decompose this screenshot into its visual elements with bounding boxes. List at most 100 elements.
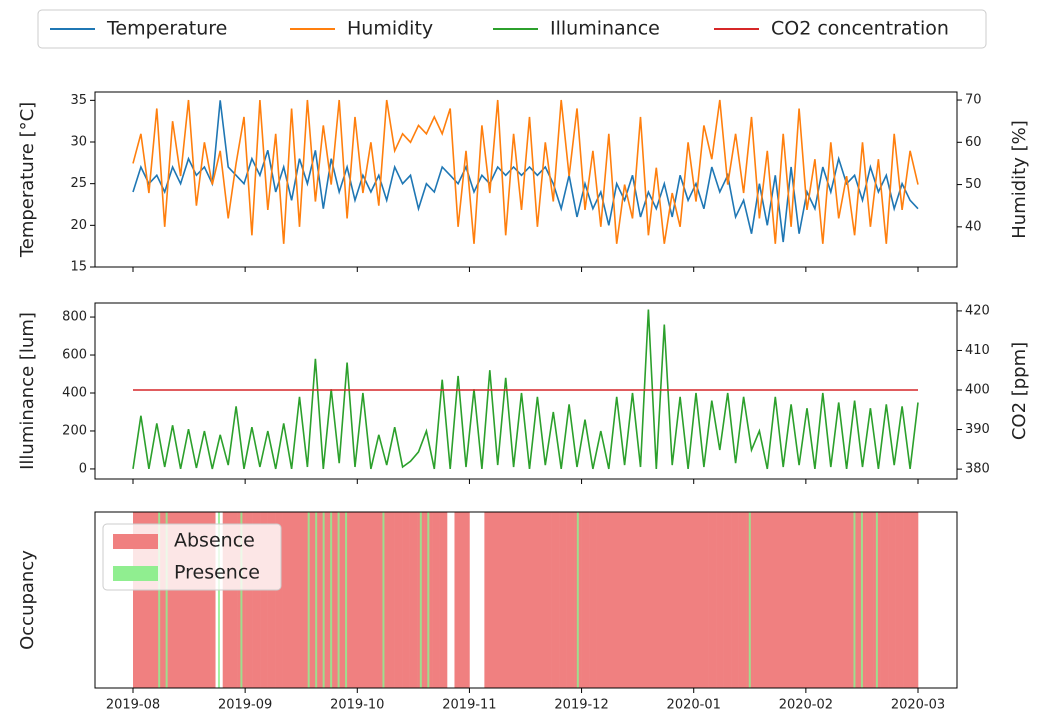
axes-frame <box>94 511 958 689</box>
absence-band <box>775 512 784 688</box>
presence-band <box>419 512 422 688</box>
y-tick-label: 35 <box>70 93 87 108</box>
plot-area <box>132 309 919 470</box>
x-tick-label: 2019-08 <box>106 698 160 713</box>
absence-band <box>559 512 567 688</box>
y-tick-label: 30 <box>70 135 87 150</box>
absence-band <box>880 512 889 688</box>
presence-band <box>158 512 161 688</box>
absence-band <box>843 512 852 688</box>
absence-band <box>252 512 261 688</box>
absence-band <box>297 512 306 688</box>
presence-band <box>217 512 220 688</box>
y2-tick-label: 420 <box>965 303 990 318</box>
absence-band <box>663 512 672 688</box>
absence-band <box>521 512 530 688</box>
x-tick-label: 2019-12 <box>554 698 608 713</box>
y-tick-label: 25 <box>70 176 87 191</box>
absence-band <box>200 512 209 688</box>
absence-band <box>551 512 560 688</box>
absence-band <box>589 512 597 688</box>
y2-tick-label: 400 <box>965 383 990 398</box>
absence-band <box>230 512 238 688</box>
absence-band <box>514 512 523 688</box>
absence-band <box>783 512 792 688</box>
absence-band <box>275 512 283 688</box>
absence-band <box>349 512 358 688</box>
presence-band <box>748 512 751 688</box>
presence-band <box>427 512 430 688</box>
presence-band <box>576 512 579 688</box>
x-tick-label: 2020-02 <box>779 698 833 713</box>
absence-band <box>536 512 545 688</box>
y2-tick-label: 60 <box>965 135 982 150</box>
absence-band <box>192 512 201 688</box>
absence-band <box>895 512 904 688</box>
absence-band <box>499 512 508 688</box>
x-tick-label: 2019-10 <box>330 698 384 713</box>
presence-band <box>165 512 168 688</box>
absence-band <box>805 512 814 688</box>
absence-band <box>903 512 911 688</box>
absence-band <box>910 512 919 688</box>
absence-band <box>888 512 896 688</box>
absence-band <box>716 512 724 688</box>
absence-band <box>267 512 276 688</box>
presence-band <box>875 512 878 688</box>
absence-band <box>147 512 156 688</box>
absence-band <box>581 512 590 688</box>
absence-band <box>432 512 440 688</box>
absence-band <box>768 512 777 688</box>
absence-band <box>245 512 253 688</box>
presence-band <box>382 512 385 688</box>
absence-band <box>439 512 448 688</box>
absence-band <box>484 512 493 688</box>
y2-axis-label: Humidity [%] <box>1009 120 1030 239</box>
absence-band <box>529 512 538 688</box>
presence-band <box>345 512 348 688</box>
presence-band <box>860 512 863 688</box>
absence-band <box>798 512 807 688</box>
y-tick-label: 600 <box>62 348 87 363</box>
absence-band <box>761 512 769 688</box>
absence-band <box>133 512 141 688</box>
presence-band <box>240 512 243 688</box>
absence-band <box>140 512 149 688</box>
legend-label: Presence <box>174 562 260 584</box>
presence-band <box>307 512 310 688</box>
y-tick-label: 200 <box>62 423 87 438</box>
y-tick-label: 400 <box>62 385 87 400</box>
absence-band <box>686 512 695 688</box>
absence-band <box>461 512 470 688</box>
y-tick-label: 15 <box>70 260 87 275</box>
absence-band <box>865 512 874 688</box>
y2-tick-label: 380 <box>965 462 990 477</box>
absence-band <box>678 512 687 688</box>
legend-label: Temperature <box>106 18 227 40</box>
absence-band <box>611 512 620 688</box>
absence-band <box>207 512 216 688</box>
y2-tick-label: 70 <box>965 93 982 108</box>
legend-label: Illuminance <box>550 18 660 40</box>
legend-label: CO2 concentration <box>771 18 949 40</box>
absence-band <box>835 512 844 688</box>
y2-tick-label: 410 <box>965 343 990 358</box>
presence-band <box>322 512 325 688</box>
absence-band <box>648 512 657 688</box>
absence-band <box>282 512 291 688</box>
absence-band <box>633 512 642 688</box>
absence-band <box>566 512 575 688</box>
absence-band <box>387 512 395 688</box>
absence-band <box>357 512 366 688</box>
y2-tick-label: 390 <box>965 422 990 437</box>
plot-area <box>132 99 919 244</box>
absence-band <box>753 512 762 688</box>
plot-area <box>133 512 919 688</box>
presence-band <box>337 512 340 688</box>
absence-band <box>402 512 410 688</box>
absence-band <box>626 512 635 688</box>
y-tick-label: 0 <box>79 461 87 476</box>
absence-band <box>813 512 822 688</box>
y-tick-label: 20 <box>70 218 87 233</box>
legend-label: Absence <box>174 530 255 552</box>
